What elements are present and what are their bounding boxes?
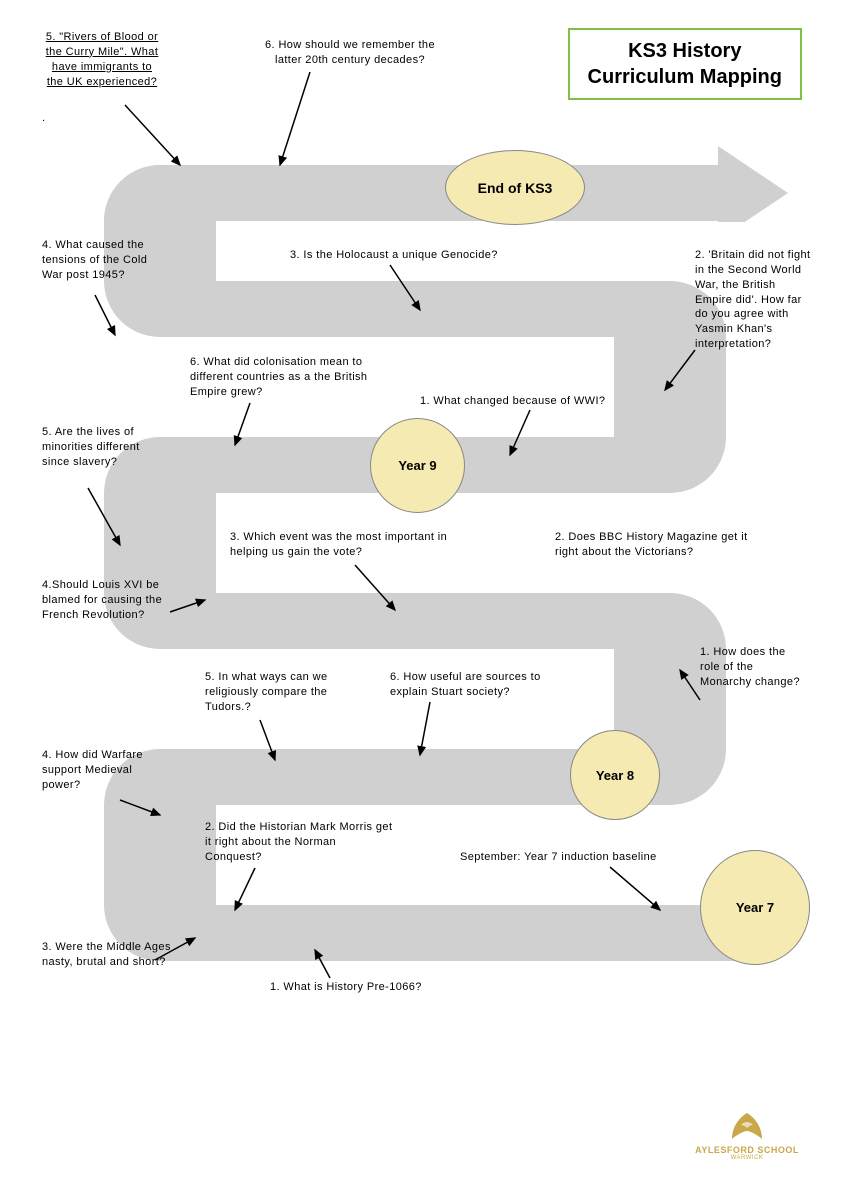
logo-sub: WARWICK — [692, 1155, 802, 1161]
school-logo: AYLESFORD SCHOOL WARWICK — [692, 1111, 802, 1161]
milestone-end-ks3-label: End of KS3 — [478, 180, 553, 196]
road-row6 — [160, 905, 740, 961]
title-box: KS3 History Curriculum Mapping — [568, 28, 802, 100]
label-y7-sept: September: Year 7 induction baseline — [460, 850, 690, 865]
label-y8-5: 5. Are the lives of minorities different… — [42, 425, 147, 470]
label-y8-1: 1. How does the role of the Monarchy cha… — [700, 645, 800, 690]
label-y7-6: 6. How useful are sources to explain Stu… — [390, 670, 560, 700]
milestone-year8-label: Year 8 — [596, 768, 634, 783]
milestone-year7: Year 7 — [700, 850, 810, 965]
label-y9-3: 3. Is the Holocaust a unique Genocide? — [290, 248, 520, 263]
road-row4 — [160, 593, 670, 649]
label-y7-4: 4. How did Warfare support Medieval powe… — [42, 748, 162, 793]
road-rowA — [160, 165, 720, 221]
milestone-year9: Year 9 — [370, 418, 465, 513]
label-y8-2: 2. Does BBC History Magazine get it righ… — [555, 530, 765, 560]
road-row2 — [160, 281, 670, 337]
label-y9-1: 1. What changed because of WWI? — [420, 394, 640, 409]
logo-name: AYLESFORD SCHOOL — [692, 1145, 802, 1155]
label-y7-5: 5. In what ways can we religiously compa… — [205, 670, 365, 715]
label-y9-5: 5. "Rivers of Blood or the Curry Mile". … — [42, 30, 162, 89]
label-dot: . — [42, 111, 45, 126]
milestone-year9-label: Year 9 — [398, 458, 436, 473]
label-y8-3: 3. Which event was the most important in… — [230, 530, 450, 560]
title-line2: Curriculum Mapping — [588, 64, 782, 90]
milestone-year8: Year 8 — [570, 730, 660, 820]
label-y8-4: 4.Should Louis XVI be blamed for causing… — [42, 578, 182, 623]
milestone-year7-label: Year 7 — [736, 900, 774, 915]
label-y9-6: 6. How should we remember the latter 20t… — [255, 38, 445, 68]
label-y7-2: 2. Did the Historian Mark Morris get it … — [205, 820, 395, 865]
label-y9-2: 2. 'Britain did not fight in the Second … — [695, 248, 815, 352]
label-y7-3: 3. Were the Middle Ages nasty, brutal an… — [42, 940, 182, 970]
label-y8-6: 6. What did colonisation mean to differe… — [190, 355, 400, 400]
label-y7-1: 1. What is History Pre-1066? — [270, 980, 450, 995]
label-y9-4: 4. What caused the tensions of the Cold … — [42, 238, 162, 283]
milestone-end-ks3: End of KS3 — [445, 150, 585, 225]
title-line1: KS3 History — [588, 38, 782, 64]
